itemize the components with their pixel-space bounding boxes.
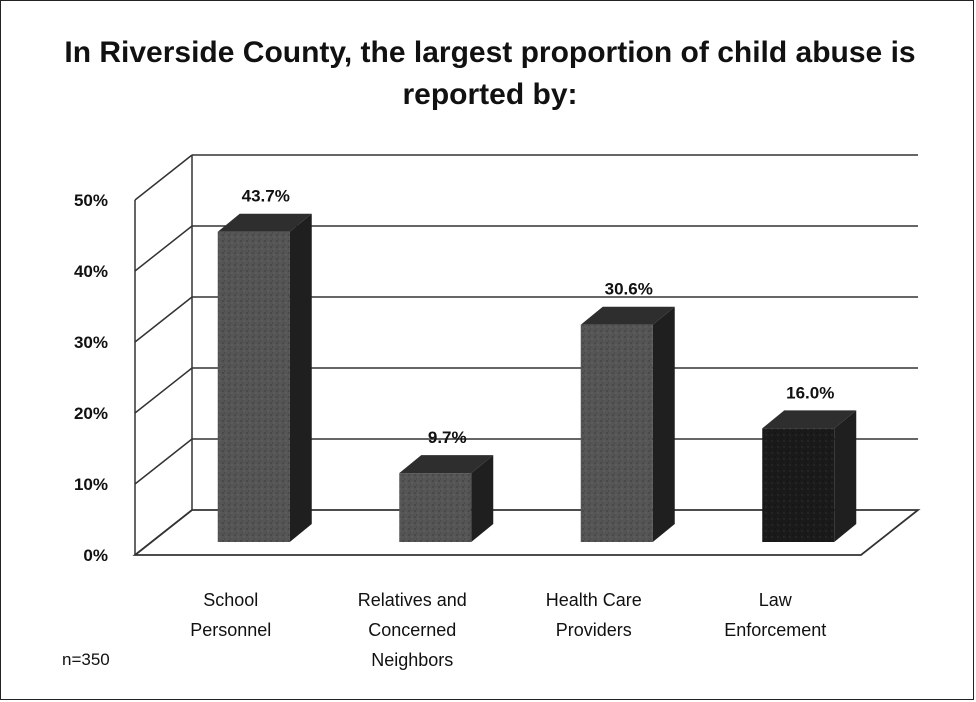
bar-layer	[217, 213, 857, 543]
data-label: 30.6%	[605, 280, 653, 299]
wall-edge	[134, 154, 193, 201]
floor	[132, 509, 921, 556]
bar-texture	[580, 324, 653, 542]
wall-edge	[134, 367, 193, 414]
y-axis-ticks: 0% 10% 20% 30% 40% 50%	[74, 191, 108, 565]
bar-top	[762, 410, 857, 429]
wall-edge	[134, 225, 193, 272]
bar-texture	[762, 428, 835, 542]
bar-side	[289, 213, 312, 543]
data-label: 43.7%	[242, 187, 290, 206]
bar-side	[471, 455, 494, 542]
y-tick-label: 20%	[74, 404, 108, 423]
y-tick-label: 0%	[83, 546, 108, 565]
bar-top	[217, 213, 312, 232]
bar-side	[834, 410, 857, 542]
bar-top	[399, 455, 494, 474]
category-labels: School Personnel Relatives and Concerned Nei…	[190, 590, 826, 670]
bar-1	[399, 455, 494, 542]
data-labels: 43.7% 9.7% 30.6% 16.0%	[242, 187, 835, 447]
bar-top	[580, 306, 675, 325]
bar-3	[762, 410, 857, 542]
data-label: 16.0%	[786, 383, 834, 402]
category-label: Enforcement	[724, 620, 826, 640]
category-label: Health Care	[546, 590, 642, 610]
y-tick-label: 30%	[74, 333, 108, 352]
grid-layer	[132, 154, 921, 556]
bar-0	[217, 213, 312, 543]
category-label: Personnel	[190, 620, 271, 640]
chart-title: In Riverside County, the largest proport…	[64, 36, 916, 111]
wall-edge	[134, 438, 193, 485]
category-label: Law	[759, 590, 793, 610]
y-tick-label: 40%	[74, 262, 108, 281]
bar-texture	[217, 231, 290, 543]
category-label: School	[203, 590, 258, 610]
bar-texture	[399, 473, 472, 542]
category-label: Concerned	[368, 620, 456, 640]
sample-size-note: n=350	[62, 650, 110, 669]
category-label: Providers	[556, 620, 632, 640]
wall-edge	[134, 296, 193, 343]
data-label: 9.7%	[428, 428, 467, 447]
y-tick-label: 10%	[74, 475, 108, 494]
category-label: Relatives and	[358, 590, 467, 610]
bar-2	[580, 306, 675, 542]
category-label: Neighbors	[371, 650, 453, 670]
y-tick-label: 50%	[74, 191, 108, 210]
bar-side	[652, 306, 675, 542]
